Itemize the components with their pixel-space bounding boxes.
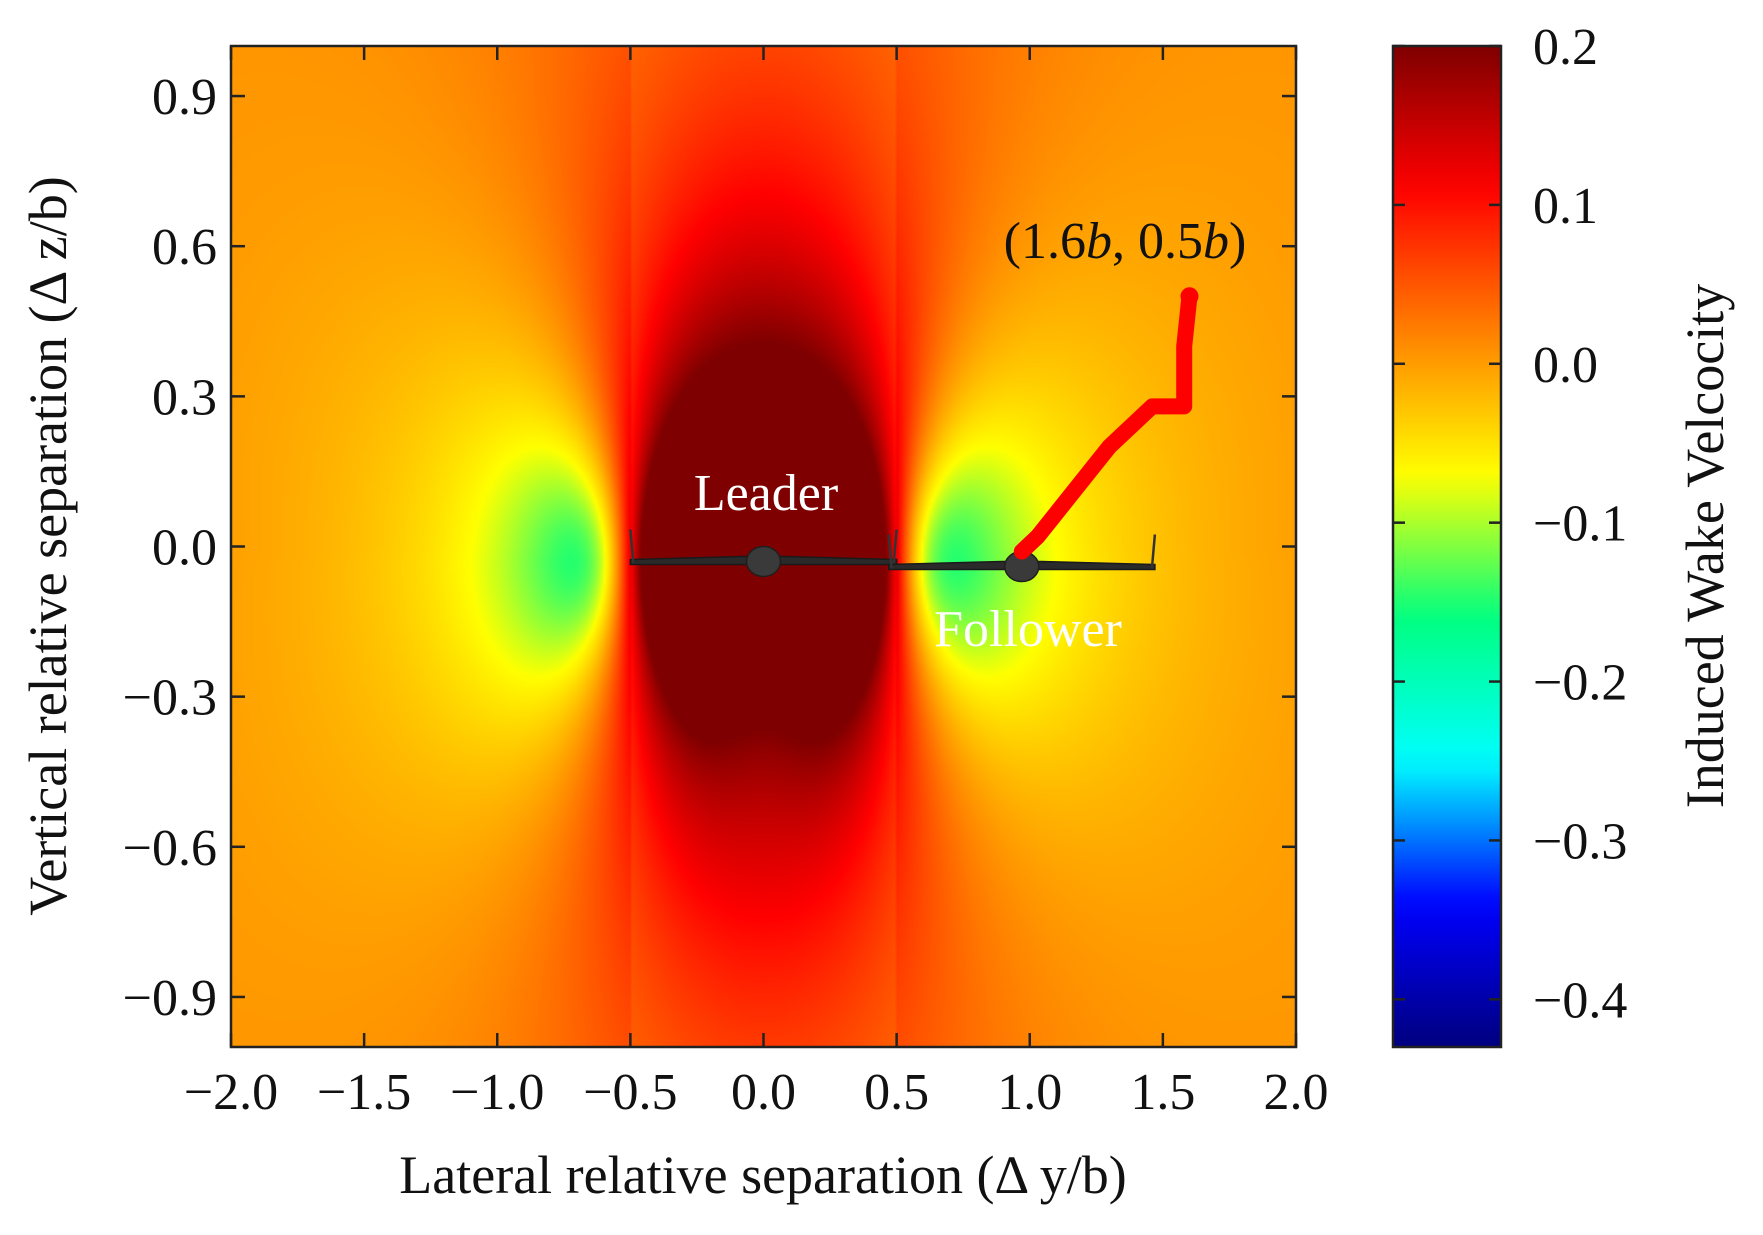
colorbar-tick-label: −0.1 [1533, 496, 1627, 553]
colorbar-tick-label: 0.0 [1533, 337, 1598, 394]
x-tick-labels: −2.0 −1.5 −1.0 −0.5 0.0 0.5 1.0 1.5 2.0 [184, 1064, 1329, 1121]
x-tick-marks [229, 46, 1298, 1047]
colorbar-tick-label: 0.1 [1533, 178, 1598, 235]
colorbar [1391, 44, 1503, 1049]
y-tick-label: 0.6 [152, 219, 217, 276]
x-tick-label: 2.0 [1264, 1064, 1329, 1121]
colorbar-title: Induced Wake Velcocity [1675, 284, 1735, 808]
y-axis-title: Vertical relative separation (Δ z/b) [18, 176, 78, 915]
y-tick-label: 0.0 [152, 520, 217, 577]
y-tick-label: −0.9 [123, 970, 217, 1027]
y-tick-label: 0.3 [152, 369, 217, 426]
x-tick-label: 0.5 [864, 1064, 929, 1121]
x-tick-label: 1.5 [1130, 1064, 1195, 1121]
colorbar-tick-label: −0.4 [1533, 972, 1627, 1029]
aircraft-winglet-right [1150, 534, 1157, 569]
y-tick-label: 0.9 [152, 69, 217, 126]
colorbar-tick-labels: 0.2 0.1 0.0 −0.1 −0.2 −0.3 −0.4 [1533, 19, 1627, 1029]
y-tick-labels: 0.9 0.6 0.3 0.0 −0.3 −0.6 −0.9 [123, 69, 217, 1027]
x-tick-label: 1.0 [997, 1064, 1062, 1121]
overlay [629, 287, 1199, 583]
x-tick-label: −2.0 [184, 1064, 278, 1121]
aircraft-follower [887, 534, 1157, 583]
trajectory-line [1013, 288, 1198, 560]
aircraft-winglet-right [892, 529, 898, 564]
x-tick-label: −0.5 [583, 1064, 677, 1121]
colorbar-tick-label: 0.2 [1533, 19, 1598, 76]
y-tick-label: −0.3 [123, 670, 217, 727]
aircraft-leader [629, 529, 898, 578]
follower-label: Follower [934, 601, 1122, 658]
colorbar-tick-label: −0.2 [1533, 655, 1627, 712]
aircraft-fuselage [745, 545, 782, 578]
aircraft-winglet-left [887, 534, 893, 569]
trajectory-end-label: (1.6b, 0.5b) [1004, 213, 1247, 270]
y-tick-marks [231, 94, 1296, 999]
x-tick-label: 0.0 [731, 1064, 796, 1121]
colorbar-tick-marks [1393, 44, 1501, 1001]
y-tick-label: −0.6 [123, 820, 217, 877]
x-tick-label: −1.5 [317, 1064, 411, 1121]
x-tick-label: −1.0 [450, 1064, 544, 1121]
leader-label: Leader [694, 465, 838, 522]
x-axis-title: Lateral relative separation (Δ y/b) [399, 1145, 1126, 1205]
trajectory-end-point [1180, 287, 1199, 306]
colorbar-tick-label: −0.3 [1533, 813, 1627, 870]
aircraft-winglet-left [629, 529, 635, 564]
